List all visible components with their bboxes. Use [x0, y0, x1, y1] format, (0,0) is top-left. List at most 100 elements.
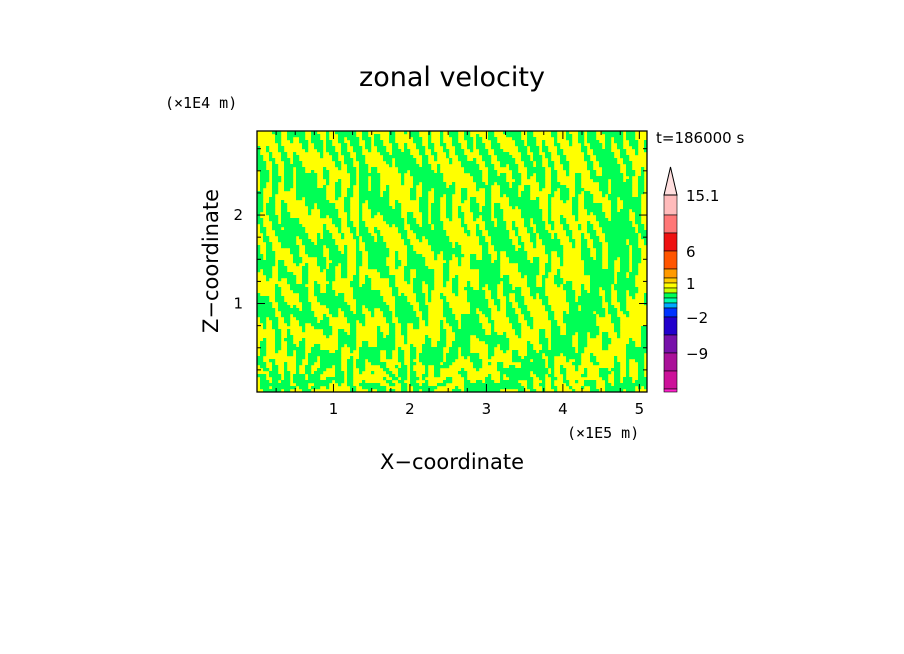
field-cell-negative — [602, 176, 606, 180]
field-cell-negative — [563, 320, 567, 324]
field-cell-negative — [602, 344, 606, 348]
field-cell-negative — [296, 134, 300, 138]
field-cell-negative — [620, 263, 624, 267]
field-cell-negative — [596, 149, 600, 153]
field-cell-negative — [278, 131, 282, 135]
field-cell-negative — [554, 185, 558, 189]
field-cell-negative — [404, 230, 408, 234]
field-cell-negative — [356, 311, 360, 315]
field-cell-negative — [374, 245, 378, 249]
field-cell-negative — [629, 161, 633, 165]
field-cell-negative — [419, 284, 423, 288]
field-cell-negative — [485, 185, 489, 189]
field-cell-negative — [536, 269, 540, 273]
field-cell-negative — [533, 209, 537, 213]
field-cell-negative — [332, 248, 336, 252]
field-cell-negative — [371, 182, 375, 186]
field-cell-negative — [395, 152, 399, 156]
field-cell-negative — [395, 251, 399, 255]
field-cell-negative — [632, 134, 636, 138]
field-cell-negative — [488, 263, 492, 267]
field-cell-negative — [503, 293, 507, 297]
field-cell-negative — [482, 290, 486, 294]
field-cell-negative — [431, 176, 435, 180]
field-cell-negative — [476, 206, 480, 210]
field-cell-negative — [614, 134, 618, 138]
field-cell-negative — [623, 215, 627, 219]
field-cell-negative — [338, 296, 342, 300]
field-cell-negative — [392, 341, 396, 345]
field-cell-negative — [569, 299, 573, 303]
field-cell-negative — [401, 296, 405, 300]
field-cell-negative — [281, 308, 285, 312]
field-cell-negative — [260, 356, 264, 360]
field-cell-negative — [431, 218, 435, 222]
field-cell-negative — [608, 224, 612, 228]
field-cell-negative — [617, 299, 621, 303]
field-cell-negative — [497, 146, 501, 150]
field-cell-negative — [479, 242, 483, 246]
field-cell-negative — [611, 218, 615, 222]
field-cell-negative — [482, 275, 486, 279]
field-cell-negative — [287, 176, 291, 180]
field-cell-negative — [479, 173, 483, 177]
field-cell-negative — [521, 149, 525, 153]
field-cell-negative — [515, 140, 519, 144]
field-cell-negative — [344, 260, 348, 264]
field-cell-negative — [548, 152, 552, 156]
field-cell-negative — [338, 227, 342, 231]
field-cell-negative — [314, 356, 318, 360]
field-cell-negative — [641, 332, 645, 336]
field-cell-negative — [599, 176, 603, 180]
field-cell-negative — [539, 218, 543, 222]
field-cell-negative — [602, 275, 606, 279]
field-cell-negative — [485, 269, 489, 273]
field-cell-negative — [467, 143, 471, 147]
field-cell-negative — [587, 206, 591, 210]
field-cell-negative — [590, 320, 594, 324]
field-cell-negative — [566, 299, 570, 303]
field-cell-negative — [350, 320, 354, 324]
field-cell-negative — [599, 158, 603, 162]
field-cell-negative — [551, 332, 555, 336]
field-cell-negative — [311, 137, 315, 141]
field-cell-negative — [488, 266, 492, 270]
field-cell-negative — [566, 230, 570, 234]
field-cell-negative — [464, 335, 468, 339]
field-cell-negative — [515, 254, 519, 258]
field-cell-negative — [599, 161, 603, 165]
field-cell-negative — [257, 359, 261, 363]
field-cell-negative — [512, 224, 516, 228]
field-cell-negative — [305, 140, 309, 144]
field-cell-negative — [326, 134, 330, 138]
field-cell-negative — [278, 338, 282, 342]
field-cell-negative — [569, 302, 573, 306]
field-cell-negative — [350, 332, 354, 336]
field-cell-negative — [272, 254, 276, 258]
field-cell-negative — [341, 257, 345, 261]
field-cell-negative — [437, 206, 441, 210]
field-cell-negative — [278, 179, 282, 183]
field-cell-negative — [584, 269, 588, 273]
field-cell-negative — [338, 131, 342, 135]
field-cell-negative — [545, 248, 549, 252]
field-cell-negative — [314, 188, 318, 192]
field-cell-negative — [521, 299, 525, 303]
field-cell-negative — [380, 149, 384, 153]
field-cell-negative — [356, 314, 360, 318]
field-cell-negative — [293, 314, 297, 318]
field-cell-negative — [404, 242, 408, 246]
field-cell-negative — [632, 170, 636, 174]
field-cell-negative — [281, 260, 285, 264]
field-cell-negative — [284, 173, 288, 177]
field-cell-negative — [635, 149, 639, 153]
field-cell-negative — [323, 215, 327, 219]
field-cell-negative — [350, 191, 354, 195]
field-cell-negative — [488, 338, 492, 342]
field-cell-negative — [374, 200, 378, 204]
field-cell-negative — [449, 197, 453, 201]
field-cell-negative — [410, 212, 414, 216]
field-cell-negative — [542, 173, 546, 177]
field-cell-negative — [377, 209, 381, 213]
field-cell-negative — [539, 329, 543, 333]
